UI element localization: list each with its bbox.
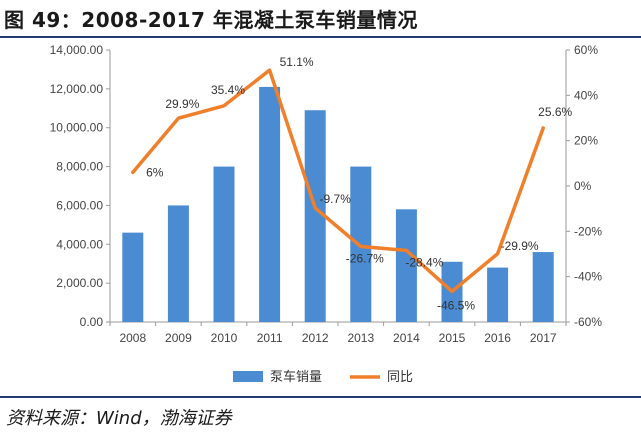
source-bar: 资料来源：Wind，渤海证券 (0, 396, 641, 434)
x-tick-label: 2013 (347, 331, 374, 345)
title-bar: 图 49：2008-2017 年混凝土泵车销量情况 (0, 0, 641, 38)
x-tick-label: 2015 (439, 331, 466, 345)
line-data-label: -28.4% (405, 255, 443, 269)
right-tick-label: 40% (574, 88, 598, 102)
bar (532, 252, 554, 322)
combo-chart: 0.00 2,000.00 4,000.00 6,000.00 8,000.00 10,0… (50, 43, 603, 384)
left-tick-label: 0.00 (80, 315, 104, 329)
left-tick-label: 2,000.00 (56, 276, 103, 290)
line-data-label: 25.6% (538, 105, 572, 119)
line-data-label: -9.7% (320, 192, 352, 206)
x-tick-label: 2016 (484, 331, 511, 345)
left-tick-label: 4,000.00 (56, 237, 103, 251)
bar (395, 209, 417, 322)
x-tick-label: 2017 (530, 331, 557, 345)
line-data-label: 6% (146, 165, 164, 179)
x-tick-label: 2012 (302, 331, 329, 345)
left-tick-label: 14,000.00 (50, 43, 104, 57)
x-tick-label: 2014 (393, 331, 420, 345)
right-tick-label: 0% (574, 179, 592, 193)
line-data-label: -46.5% (437, 298, 475, 312)
left-tick-label: 10,000.00 (50, 121, 104, 135)
right-tick-label: 20% (574, 134, 598, 148)
source-note: 资料来源：Wind，渤海证券 (6, 408, 232, 429)
bar (304, 110, 326, 322)
line-data-label: -29.9% (501, 239, 539, 253)
yoy-line (131, 68, 545, 294)
x-tick-label: 2011 (257, 331, 283, 345)
bar (259, 86, 281, 322)
left-tick-label: 8,000.00 (56, 160, 103, 174)
right-tick-label: -40% (574, 270, 602, 284)
line-data-label: 51.1% (280, 55, 314, 69)
bar (213, 166, 235, 322)
right-tick-label: -20% (574, 224, 602, 238)
x-tick-label: 2008 (119, 331, 146, 345)
right-tick-label: -60% (574, 315, 602, 329)
legend-label-bar: 泵车销量 (270, 369, 322, 384)
left-tick-label: 12,000.00 (50, 82, 104, 96)
figure-title: 图 49：2008-2017 年混凝土泵车销量情况 (4, 8, 418, 32)
legend-label-line: 同比 (387, 369, 413, 384)
right-tick-label: 60% (574, 43, 598, 57)
line-data-label: -26.7% (346, 252, 384, 266)
x-tick-label: 2009 (165, 331, 192, 345)
line-data-label: 35.4% (211, 83, 245, 97)
line-data-label: 29.9% (165, 97, 199, 111)
legend-swatch-bar (233, 371, 263, 382)
left-tick-label: 6,000.00 (56, 198, 103, 212)
bar (167, 205, 189, 322)
bar (487, 267, 509, 322)
bar (122, 232, 144, 322)
x-tick-label: 2010 (211, 331, 238, 345)
